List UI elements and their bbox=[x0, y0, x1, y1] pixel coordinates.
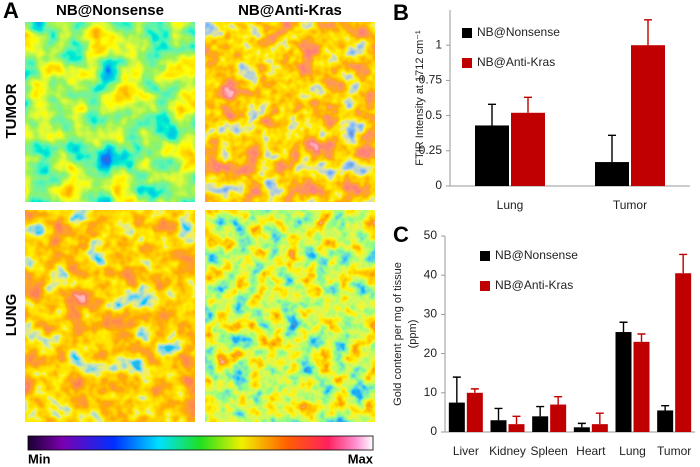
y-axis-label: FTIR Intensity at 1712 cm⁻¹ bbox=[414, 30, 426, 166]
error-bar bbox=[524, 96, 532, 113]
heatmap bbox=[205, 210, 375, 422]
bar bbox=[633, 341, 650, 432]
x-tick-label: Lung bbox=[619, 444, 646, 458]
bar bbox=[615, 332, 632, 432]
error-bar bbox=[470, 388, 479, 393]
heatmap bbox=[25, 22, 195, 202]
panel-label: C bbox=[393, 222, 409, 247]
column-title: NB@Anti-Kras bbox=[238, 2, 342, 19]
row-title: LUNG bbox=[3, 294, 20, 337]
column-title: NB@Nonsense bbox=[56, 2, 164, 19]
colorbar bbox=[27, 435, 374, 451]
bar bbox=[675, 273, 692, 432]
error-bar bbox=[452, 376, 461, 403]
bar bbox=[591, 424, 608, 432]
bar bbox=[657, 410, 674, 432]
row-title: TUMOR bbox=[3, 83, 20, 138]
bar bbox=[448, 402, 465, 432]
error-bar bbox=[644, 19, 652, 46]
y-tick-label: 0.75 bbox=[419, 73, 443, 87]
bar bbox=[475, 125, 509, 186]
bar bbox=[508, 424, 525, 432]
bar bbox=[550, 404, 567, 432]
error-bar bbox=[512, 415, 521, 425]
bar bbox=[490, 420, 507, 432]
legend-label: NB@Anti-Kras bbox=[495, 278, 573, 292]
x-tick-label: Kidney bbox=[489, 444, 526, 458]
heatmap bbox=[205, 22, 375, 202]
y-tick-label: 1 bbox=[435, 37, 442, 51]
bar bbox=[511, 112, 545, 186]
y-tick-label: 10 bbox=[424, 385, 438, 399]
colorbar-min: Min bbox=[28, 451, 50, 466]
bar bbox=[466, 392, 483, 432]
y-axis-label: (ppm) bbox=[407, 320, 419, 349]
x-tick-label: Lung bbox=[497, 198, 524, 212]
y-tick-label: 0.5 bbox=[425, 108, 442, 122]
error-bar bbox=[608, 134, 616, 163]
bar bbox=[532, 416, 549, 432]
error-bar bbox=[577, 422, 586, 428]
y-tick-label: 20 bbox=[424, 346, 438, 360]
error-bar bbox=[661, 405, 670, 411]
x-tick-label: Liver bbox=[453, 444, 479, 458]
panel-label: B bbox=[393, 0, 409, 25]
x-tick-label: Tumor bbox=[613, 198, 647, 212]
error-bar bbox=[494, 407, 503, 421]
x-tick-label: Spleen bbox=[530, 444, 567, 458]
x-tick-label: Heart bbox=[576, 444, 606, 458]
panel-label: A bbox=[3, 0, 19, 23]
y-tick-label: 0 bbox=[435, 178, 442, 192]
legend-label: NB@Nonsense bbox=[477, 25, 560, 39]
y-tick-label: 40 bbox=[424, 267, 438, 281]
legend-swatch bbox=[480, 251, 490, 261]
error-bar bbox=[536, 405, 545, 417]
bar bbox=[573, 427, 590, 432]
legend-swatch bbox=[462, 58, 472, 68]
x-tick-label: Tumor bbox=[657, 444, 691, 458]
heatmap bbox=[25, 210, 195, 422]
legend-label: NB@Nonsense bbox=[495, 248, 578, 262]
bar bbox=[595, 162, 629, 186]
error-bar bbox=[679, 253, 688, 274]
error-bar bbox=[554, 396, 563, 405]
legend-swatch bbox=[480, 281, 490, 291]
colorbar-max: Max bbox=[348, 451, 374, 466]
y-tick-label: 0.25 bbox=[419, 143, 443, 157]
y-tick-label: 0 bbox=[430, 424, 437, 438]
y-tick-label: 30 bbox=[424, 307, 438, 321]
y-axis-label: Gold content per mg of tissue bbox=[392, 262, 404, 406]
error-bar bbox=[619, 321, 628, 333]
error-bar bbox=[488, 103, 496, 126]
bar bbox=[631, 45, 665, 187]
legend-swatch bbox=[462, 28, 472, 38]
error-bar bbox=[637, 333, 646, 342]
legend-label: NB@Anti-Kras bbox=[477, 55, 555, 69]
y-tick-label: 50 bbox=[424, 228, 438, 242]
error-bar bbox=[595, 412, 604, 425]
